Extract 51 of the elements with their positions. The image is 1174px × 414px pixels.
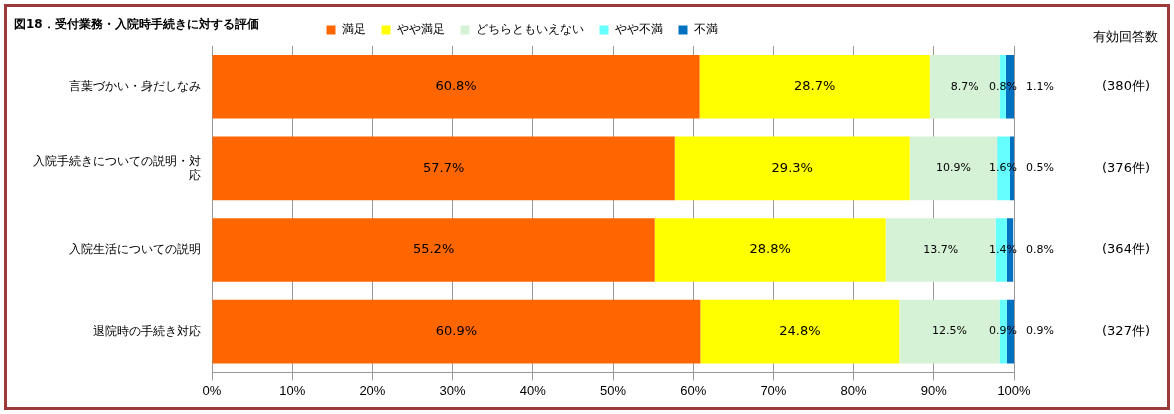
bar [654, 218, 886, 282]
data-label: 28.8% [749, 241, 791, 257]
data-label: 10.9% [935, 161, 971, 175]
text: (327件) [1102, 322, 1150, 338]
bar [699, 54, 930, 119]
x-tick-label: 100% [997, 382, 1032, 398]
legend-label: やや不満 [614, 22, 663, 37]
text: 有効回答数 [1093, 29, 1158, 45]
bar [674, 136, 910, 201]
text: (380件) [1102, 78, 1150, 94]
legend-label: どちらともいえない [475, 22, 584, 37]
text: (364件) [1102, 241, 1150, 257]
y-tick-label: 入院手続きについての説明・対応 [33, 153, 201, 182]
y-tick-label: 言葉づかい・身だしなみ [69, 79, 201, 94]
data-label: 13.7% [923, 242, 959, 256]
x-tick-label: 40% [519, 382, 547, 398]
y-tick-label: 入院生活についての説明 [69, 242, 201, 257]
data-label: 0.8% [989, 79, 1017, 93]
data-label: 24.8% [779, 322, 821, 338]
text: (376件) [1102, 159, 1150, 175]
x-tick-label: 20% [359, 382, 386, 398]
data-label: 0.5% [1026, 161, 1054, 175]
legend-label: やや満足 [396, 22, 445, 37]
legend-label: 不満 [693, 22, 718, 37]
data-label: 1.1% [1026, 79, 1054, 93]
data-label: 60.8% [435, 78, 477, 94]
x-tick-label: 70% [760, 382, 787, 398]
bar [212, 136, 675, 201]
data-label: 0.8% [1026, 242, 1054, 256]
bar [212, 54, 700, 119]
x-tick-label: 90% [920, 382, 948, 398]
bar [212, 299, 701, 364]
x-tick-label: 0% [202, 382, 222, 398]
data-label: 60.9% [435, 322, 478, 338]
x-tick-label: 80% [840, 382, 868, 398]
data-label: 55.2% [412, 241, 455, 257]
bar [212, 218, 655, 282]
x-tick-label: 50% [599, 382, 627, 398]
chart-title: 図18．受付業務・入院時手続きに対する評価 [14, 16, 259, 33]
data-label: 57.7% [422, 159, 465, 175]
x-tick-label: 10% [279, 382, 306, 398]
x-tick-label: 30% [439, 382, 467, 398]
data-label: 29.3% [771, 159, 813, 175]
x-tick-label: 60% [680, 382, 707, 398]
legend-label: 満足 [341, 22, 366, 37]
data-label: 28.7% [794, 78, 836, 94]
bar [700, 299, 900, 364]
data-label: 8.7% [950, 79, 979, 93]
data-label: 0.9% [1026, 324, 1054, 338]
y-tick-label: 退院時の手続き対応 [93, 323, 201, 338]
data-label: 12.5% [931, 324, 967, 338]
